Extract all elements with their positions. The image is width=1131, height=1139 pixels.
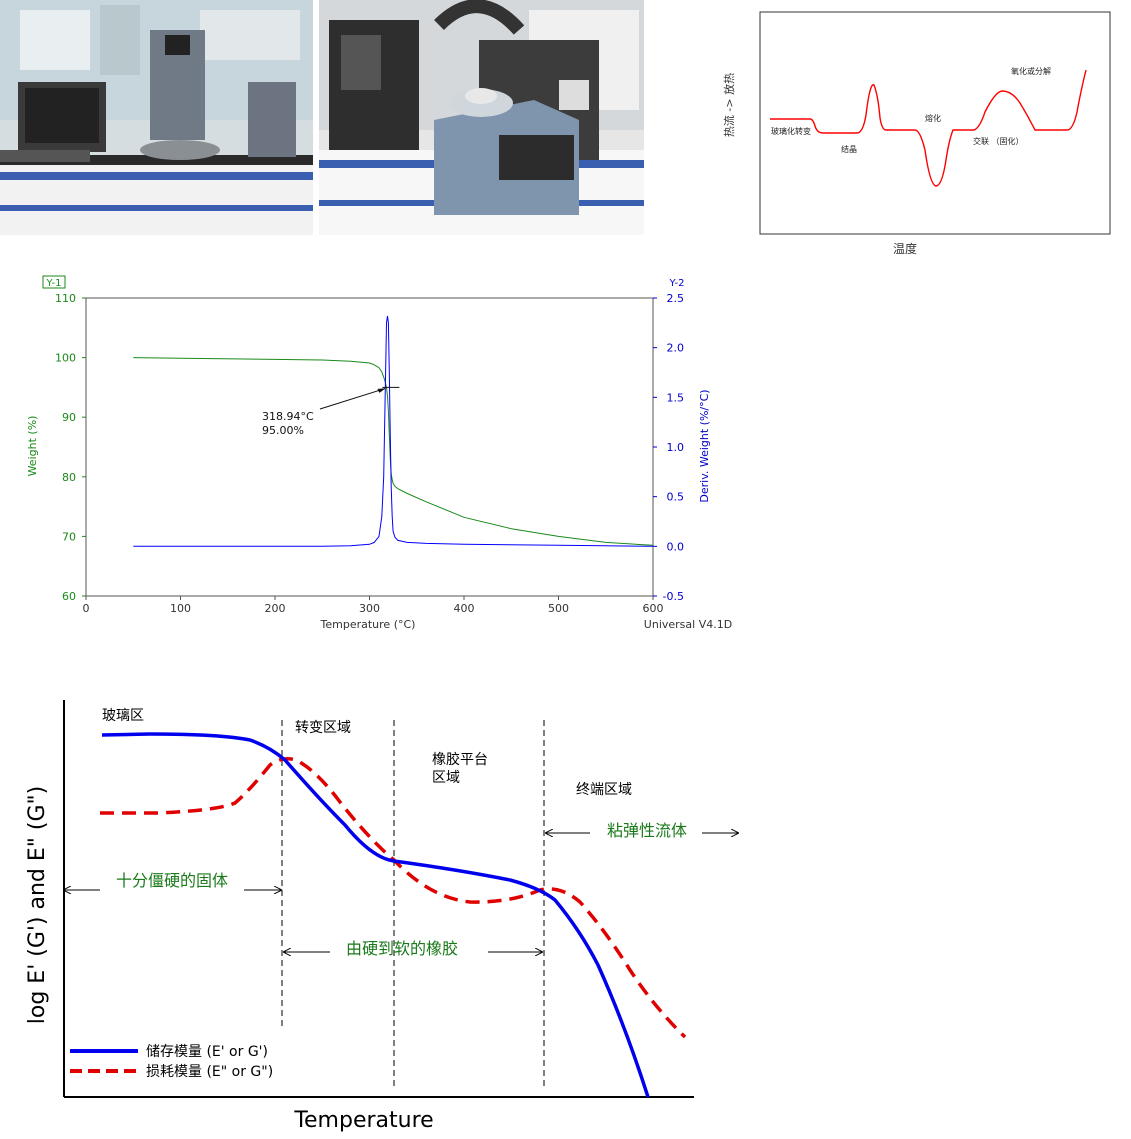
dma-legend-storage-label: 储存模量 (E' or G'): [146, 1044, 268, 1060]
tga-y2-tick-label: 0.0: [667, 540, 685, 553]
lab-instrument-photo-2: [319, 0, 644, 235]
tga-y-tick-label: 60: [62, 590, 76, 603]
dsc-annotation-crystallization: 结晶: [841, 144, 857, 154]
tga-weight-curve: [133, 357, 654, 546]
dsc-schematic-chart: 热流 -> 放热 温度 玻璃化转变 结晶 熔化 交联 （固化） 氧化或分解: [715, 0, 1125, 262]
dma-region-transition: 转变区域: [295, 720, 351, 736]
tga-annotation-leader: [319, 387, 386, 410]
tga-derivative-curve: [133, 315, 654, 547]
tga-y1-tag-box: [42, 275, 66, 289]
tga-footer: Universal V4.1D: [644, 618, 732, 631]
dma-legend-loss-label: 损耗模量 (E" or G"): [146, 1064, 273, 1080]
dsc-ylabel: 热流 -> 放热: [722, 73, 736, 137]
tga-chart: Y-1 Y-2 Weight (%) Deriv. Weight (%/°C) …: [0, 268, 760, 638]
dsc-plot-frame: [759, 11, 1111, 235]
dsc-xlabel: 温度: [893, 241, 917, 256]
tga-xlabel: Temperature (°C): [320, 618, 416, 631]
tga-y-tick-label: 100: [55, 352, 76, 365]
tga-x-tick-label: 200: [265, 602, 286, 615]
tga-x-tick-label: 0: [83, 602, 90, 615]
tga-plot-frame: [85, 297, 654, 597]
tga-y2-tick-label: -0.5: [663, 590, 684, 603]
tga-annotation-arrowhead: [377, 388, 386, 393]
dma-loss-modulus-curve: [100, 757, 687, 1039]
dsc-annotation-oxidation: 氧化或分解: [1011, 66, 1051, 76]
dma-region-glassy: 玻璃区: [102, 707, 144, 724]
tga-x-tick-label: 400: [454, 602, 475, 615]
tga-annotation-weight: 95.00%: [262, 424, 304, 437]
dsc-annotation-crosslinking: 交联 （固化）: [973, 136, 1024, 146]
tga-y-tick-label: 90: [62, 411, 76, 424]
tga-y-tick-label: 110: [55, 292, 76, 305]
dma-label-rigid-solid: 十分僵硬的固体: [116, 871, 228, 890]
tga-y2-tick-label: 2.0: [667, 342, 685, 355]
dma-label-viscoelastic-fluid: 粘弹性流体: [607, 821, 687, 840]
dma-label-hard-to-soft-rubber: 由硬到软的橡胶: [346, 939, 458, 958]
dsc-annotation-glass-transition: 玻璃化转变: [771, 126, 811, 136]
tga-y2-tag: Y-2: [669, 278, 685, 289]
tga-y-tick-label: 80: [62, 471, 76, 484]
dma-ylabel: log E' (G') and E" (G"): [25, 786, 50, 1024]
tga-y2-tick-label: 0.5: [667, 491, 685, 504]
tga-y2-tick-label: 1.0: [667, 441, 685, 454]
lab-instrument-photo-1: [0, 0, 313, 235]
tga-y-tick-label: 70: [62, 530, 76, 543]
tga-y1-tag: Y-1: [46, 278, 62, 289]
dma-xlabel: Temperature: [293, 1108, 433, 1133]
tga-y2-tick-label: 2.5: [667, 292, 685, 305]
tga-ylabel: Weight (%): [26, 416, 39, 477]
tga-y2label: Deriv. Weight (%/°C): [698, 389, 711, 502]
tga-y2-tick-label: 1.5: [667, 391, 685, 404]
dma-region-rubbery-line1: 橡胶平台: [432, 751, 488, 768]
tga-x-tick-label: 100: [170, 602, 191, 615]
dma-region-terminal: 终端区域: [576, 782, 632, 798]
dma-chart: log E' (G') and E" (G") Temperature 玻璃区 …: [0, 690, 760, 1135]
dma-region-rubbery-line2: 区域: [432, 770, 460, 786]
dma-storage-modulus-curve: [101, 732, 650, 1098]
tga-x-tick-label: 600: [643, 602, 664, 615]
dsc-annotation-melting: 熔化: [925, 113, 941, 123]
tga-x-tick-label: 300: [359, 602, 380, 615]
tga-annotation-temperature: 318.94°C: [262, 410, 314, 423]
dsc-heat-flow-curve: [770, 69, 1087, 187]
tga-x-tick-label: 500: [548, 602, 569, 615]
